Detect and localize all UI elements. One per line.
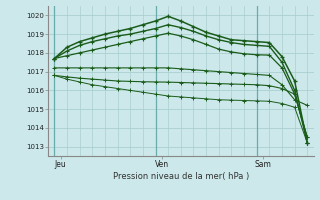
X-axis label: Pression niveau de la mer( hPa ): Pression niveau de la mer( hPa ) [113,172,249,181]
